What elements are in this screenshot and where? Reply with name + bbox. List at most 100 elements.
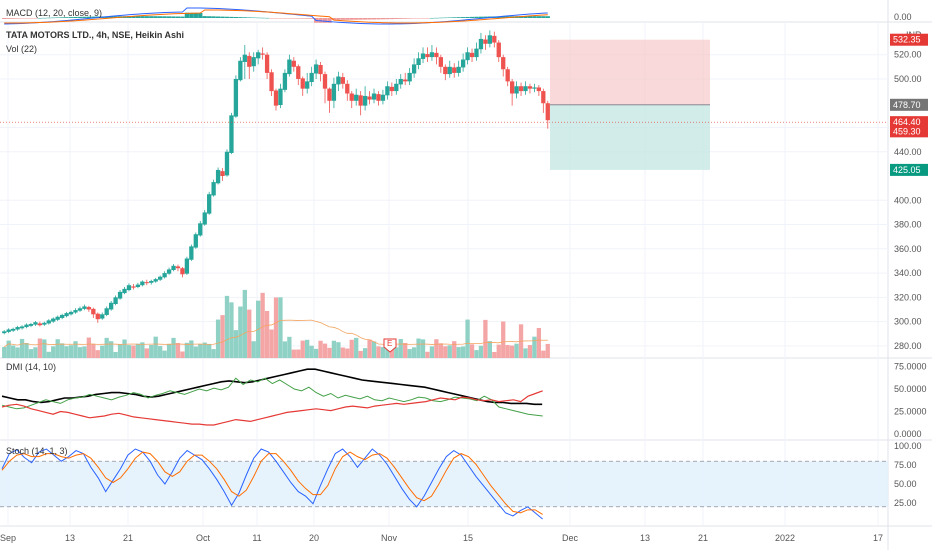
price-tag-bg [890,98,928,111]
macd-bar [86,16,92,18]
macd-bar [371,18,377,20]
macd-bar [278,18,283,19]
volume-bar [309,345,314,358]
volume-bar [331,340,337,358]
volume-bar [144,348,149,358]
volume-bar [24,343,29,358]
volume-bar [296,349,301,358]
time-tick-label: Sep [0,533,16,543]
macd-bar [82,16,87,18]
candle-body [224,151,230,176]
dmi-pane: DMI (14, 10) 75.0000 50.0000 25.0000 0.0000 [1,362,927,439]
earnings-marker-badge[interactable] [383,338,397,353]
position-tool[interactable] [550,39,710,170]
candle-body [425,54,430,58]
volume-bar [233,330,239,358]
macd-signal-line [4,9,548,24]
candle-body [389,86,394,92]
volume-bar [260,292,265,358]
macd-bar [545,16,550,18]
macd-bar [180,16,185,18]
candle-body [77,308,83,311]
candle-body [354,94,359,101]
candle-body [171,265,176,271]
earnings-marker[interactable]: E [383,338,397,353]
macd-bar [469,16,475,18]
candle-body [340,77,345,84]
macd-bar [215,16,221,18]
price-tag: 459.30 [890,125,928,138]
volume-bar [224,295,230,358]
candle-body [184,258,190,274]
macd-bar [447,17,452,18]
earnings-marker-label: E [387,339,392,348]
candle-body [242,54,247,62]
volume-bar [2,347,7,358]
candle-body [287,59,292,75]
candle-body [256,52,261,59]
macd-bar [398,18,403,19]
macd-bar [6,18,11,19]
volume-bar [358,350,363,358]
volume-bar [336,342,341,358]
volume-bar [131,345,136,358]
macd-bar [144,16,149,18]
candle-body [487,35,493,44]
candle-body [198,223,203,236]
macd-bar [229,16,234,18]
volume-bar [180,351,185,358]
volume-bar [162,350,167,358]
volume-bar [287,336,292,358]
volume-bar [478,345,484,358]
macd-bar [171,16,176,18]
position-target-zone[interactable] [550,39,710,105]
volume-bar [86,337,92,358]
macd-bar [51,17,56,19]
candle-body [149,280,154,283]
volume-bar [305,339,310,358]
volume-bar [242,289,247,358]
time-tick-label: 20 [309,533,319,543]
price-tick-label: 280.00 [894,341,922,351]
candle-body [131,286,136,288]
candle-body [247,55,252,67]
volume-bar [95,350,100,358]
macd-bar [28,18,34,19]
macd-bar [207,16,212,18]
volume-bar [394,347,399,358]
candle-body [380,94,386,101]
stoch-tick-label: 75.00 [894,460,917,470]
volume-bar [541,350,546,358]
candle-body [193,234,198,248]
candle-body [282,72,288,90]
macd-bar [376,18,381,20]
volume-bar [318,340,323,358]
candle-body [367,96,372,100]
macd-bar [238,17,243,18]
candle-body [51,318,56,322]
macd-bar [394,18,399,19]
macd-bar [158,16,163,18]
volume-bar [327,347,332,358]
position-stop-zone[interactable] [550,104,710,170]
macd-bar [24,18,29,19]
volume-bars [2,289,550,358]
candle-body [46,320,51,324]
candle-body [28,324,34,326]
price-tag-text: 532.35 [893,35,921,45]
macd-bar [242,17,247,18]
volume-bar [469,344,475,358]
macd-bar [327,18,332,23]
candle-body [345,83,350,94]
macd-bar [465,16,470,18]
candle-body [42,322,47,325]
time-tick-label: 11 [252,533,261,543]
volume-bar [68,345,74,358]
price-tick-label: 300.00 [894,317,922,327]
volume-bar [322,343,328,358]
macd-bar [434,17,439,19]
volume-bar [532,336,537,358]
price-tag-bg [890,116,928,129]
volume-bar [509,345,515,358]
